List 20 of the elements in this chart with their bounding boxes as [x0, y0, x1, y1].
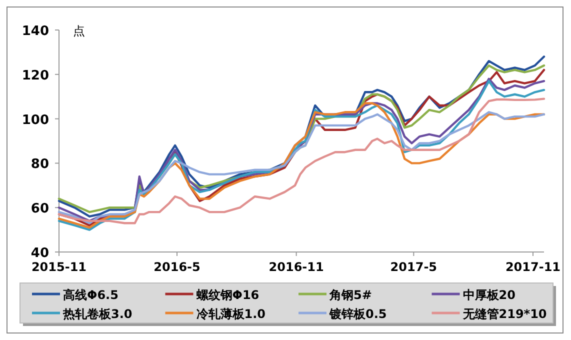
y-tick-label: 40 [30, 246, 49, 261]
legend-label: 螺纹钢Φ16 [195, 288, 260, 302]
y-tick-label: 140 [22, 24, 49, 39]
legend-label: 无缝管219*10 [462, 307, 547, 321]
legend-label: 角钢5# [328, 288, 372, 302]
legend-label: 中厚板20 [462, 288, 516, 302]
legend-label: 冷轧薄板1.0 [196, 307, 266, 321]
x-tick-label: 2016-11 [268, 260, 324, 274]
y-tick-label: 80 [30, 157, 49, 172]
x-tick-label: 2016-5 [154, 260, 200, 274]
x-tick-label: 2015-11 [31, 260, 87, 274]
legend-label: 镀锌板0.5 [328, 307, 387, 321]
y-tick-label: 120 [22, 68, 49, 84]
y-tick-label: 100 [22, 112, 49, 128]
x-tick-label: 2017-11 [505, 260, 561, 274]
legend-label: 高线Φ6.5 [63, 288, 118, 302]
legend-label: 热轧卷板3.0 [62, 307, 132, 321]
y-axis-title: 点 [73, 24, 85, 38]
x-tick-label: 2017-5 [390, 260, 438, 274]
y-tick-label: 60 [30, 202, 49, 217]
